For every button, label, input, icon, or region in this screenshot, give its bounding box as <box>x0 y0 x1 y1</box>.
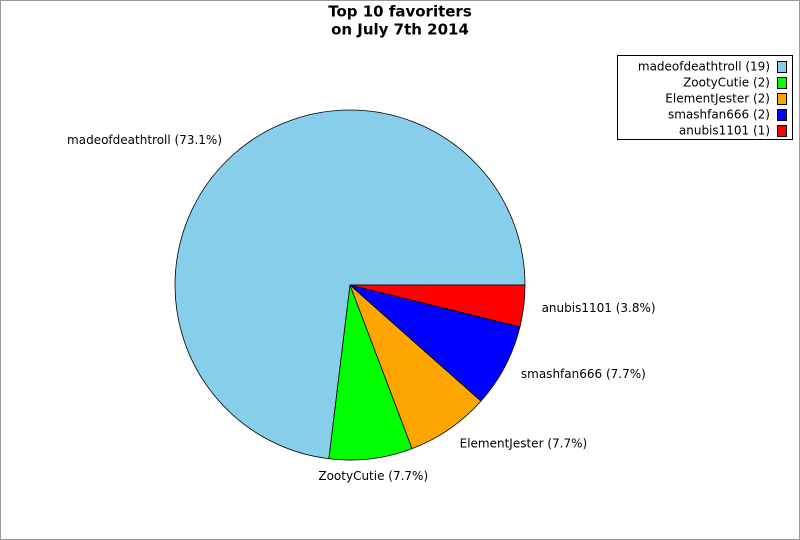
legend-swatch <box>777 61 787 73</box>
legend-swatch <box>777 93 787 105</box>
slice-label: ElementJester (7.7%) <box>460 436 588 450</box>
slice-label: anubis1101 (3.8%) <box>542 301 656 315</box>
legend-label: madeofdeathtroll (19) <box>638 60 770 74</box>
legend-label: ElementJester (2) <box>665 92 770 106</box>
legend-label: anubis1101 (1) <box>679 124 770 138</box>
pie-slice <box>349 284 526 328</box>
legend-swatch <box>777 77 787 89</box>
legend-label: ZootyCutie (2) <box>683 76 770 90</box>
slice-label: smashfan666 (7.7%) <box>521 367 646 381</box>
chart-subtitle: on July 7th 2014 <box>331 21 469 39</box>
legend-label: smashfan666 (2) <box>668 108 770 122</box>
pie-slice <box>174 109 526 460</box>
legend-box <box>617 55 793 140</box>
slice-label: ZootyCutie (7.7%) <box>318 469 428 483</box>
slice-label: madeofdeathtroll (73.1%) <box>67 133 222 147</box>
chart-title: Top 10 favoriters <box>328 3 472 21</box>
legend-swatch <box>777 125 787 137</box>
legend-swatch <box>777 109 787 121</box>
